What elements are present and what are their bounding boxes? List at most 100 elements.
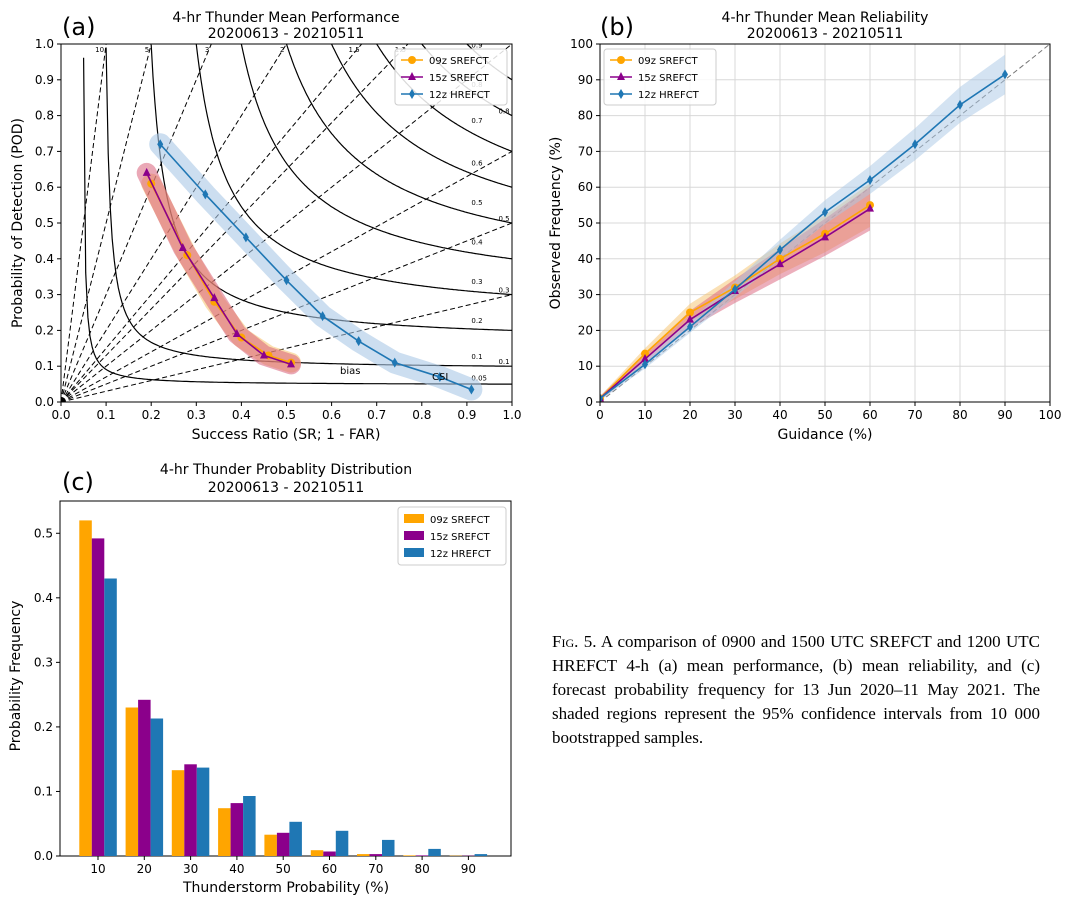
y-tick-label: 0.5 xyxy=(35,216,54,230)
legend: 09z SREFCT 15z SREFCT 12z HREFCT xyxy=(603,48,717,106)
x-axis-label: Success Ratio (SR; 1 - FAR) xyxy=(192,427,381,443)
y-tick-label: 0.3 xyxy=(34,655,53,669)
y-tick-label: 0.2 xyxy=(35,323,54,337)
csi-tick-label: 0.7 xyxy=(471,117,482,125)
bias-line xyxy=(61,44,107,402)
x-tick-label: 70 xyxy=(907,408,922,422)
y-tick-label: 30 xyxy=(578,288,593,302)
bar xyxy=(403,855,416,856)
caption-lead: Fig. 5. xyxy=(552,632,597,651)
legend-swatch xyxy=(404,548,424,557)
y-axis-label: Probability Frequency xyxy=(8,601,24,752)
x-tick-label: 0.1 xyxy=(97,408,116,422)
bar xyxy=(79,520,92,856)
x-tick-label: 40 xyxy=(229,862,244,876)
caption-text: A comparison of 0900 and 1500 UTC SREFCT… xyxy=(552,632,1041,747)
legend-label: 09z SREFCT xyxy=(430,515,491,526)
data-point xyxy=(287,359,296,368)
csi-tick-label: 0.4 xyxy=(471,238,483,246)
legend-swatch xyxy=(404,514,424,523)
data-point xyxy=(687,321,693,332)
chart-subtitle: 20200613 - 20210511 xyxy=(747,26,903,42)
y-tick-label: 0.5 xyxy=(34,526,53,540)
legend: 09z SREFCT 15z SREFCT 12z HREFCT xyxy=(394,48,508,106)
legend-marker xyxy=(618,89,624,99)
legend-marker xyxy=(617,72,625,80)
bar xyxy=(171,770,185,856)
x-tick-label: 60 xyxy=(862,408,877,422)
y-tick-label: 0.8 xyxy=(35,109,54,123)
x-tick-label: 0 xyxy=(596,408,604,422)
bar xyxy=(276,832,290,856)
csi-annotation: CSI xyxy=(432,372,448,383)
csi-tick-label: 0.3 xyxy=(471,278,482,286)
x-tick-label: 10 xyxy=(90,862,105,876)
bar xyxy=(243,796,256,856)
bar xyxy=(91,538,105,856)
csi-curve xyxy=(105,47,512,367)
x-tick-label: 1.0 xyxy=(502,408,521,422)
y-tick-label: 100 xyxy=(570,37,593,51)
data-point xyxy=(391,357,398,368)
chart-subtitle: 20200613 - 20210511 xyxy=(208,26,364,42)
y-tick-label: 0.6 xyxy=(35,180,54,194)
x-tick-label: 40 xyxy=(772,408,787,422)
chart-subtitle: 20200613 - 20210511 xyxy=(208,480,364,496)
csi-tick-label: 0.2 xyxy=(471,317,482,325)
data-point xyxy=(142,167,151,176)
data-point xyxy=(242,232,249,243)
bias-line xyxy=(61,44,363,402)
right-tick-label: 0.1 xyxy=(498,358,509,366)
bias-line xyxy=(61,44,152,402)
data-point xyxy=(1002,69,1008,80)
x-tick-label: 20 xyxy=(137,862,152,876)
panel-label-b: (b) xyxy=(600,13,634,41)
bar xyxy=(184,764,197,856)
data-point xyxy=(642,359,648,370)
csi-tick-label: 0.1 xyxy=(471,353,482,361)
y-tick-label: 0.0 xyxy=(34,849,53,863)
x-tick-label: 0.5 xyxy=(277,408,296,422)
y-axis-label: Probability of Detection (POD) xyxy=(10,118,26,328)
legend-label: 15z SREFCT xyxy=(429,73,490,84)
bar xyxy=(104,578,117,856)
y-tick-label: 0.1 xyxy=(35,359,54,373)
bar xyxy=(125,707,139,856)
x-tick-label: 30 xyxy=(727,408,742,422)
figure-caption: Fig. 5. A comparison of 0900 and 1500 UT… xyxy=(552,630,1040,750)
legend-marker xyxy=(408,72,416,80)
chart-title: 4-hr Thunder Probablity Distribution xyxy=(160,462,412,478)
data-point xyxy=(776,254,784,263)
data-point xyxy=(822,207,828,218)
y-tick-label: 0.3 xyxy=(35,288,54,302)
y-tick-label: 60 xyxy=(578,180,593,194)
data-point xyxy=(210,293,219,302)
legend-marker xyxy=(408,56,416,64)
y-axis-label: Observed Frequency (%) xyxy=(548,137,564,310)
data-point xyxy=(776,259,784,268)
csi-curve xyxy=(195,44,512,296)
x-tick-label: 0.9 xyxy=(457,408,476,422)
legend-marker xyxy=(409,89,415,99)
bar xyxy=(230,803,244,856)
data-point xyxy=(641,349,649,358)
legend-marker xyxy=(617,56,625,64)
data-point xyxy=(600,393,603,402)
data-point xyxy=(259,350,268,359)
x-tick-label: 0.8 xyxy=(412,408,431,422)
x-tick-label: 50 xyxy=(276,862,291,876)
bias-annotation: bias xyxy=(340,366,360,377)
x-tick-label: 0.6 xyxy=(322,408,341,422)
legend-label: 09z SREFCT xyxy=(429,56,490,67)
x-tick-label: 30 xyxy=(183,862,198,876)
bar xyxy=(369,854,382,856)
x-tick-label: 0.2 xyxy=(142,408,161,422)
bias-line xyxy=(61,294,512,402)
bar xyxy=(382,839,395,856)
confidence-band xyxy=(149,133,483,401)
bar xyxy=(310,850,324,856)
y-tick-label: 0.0 xyxy=(35,395,54,409)
csi-tick-label: 0.6 xyxy=(471,160,483,168)
data-point xyxy=(202,189,209,200)
